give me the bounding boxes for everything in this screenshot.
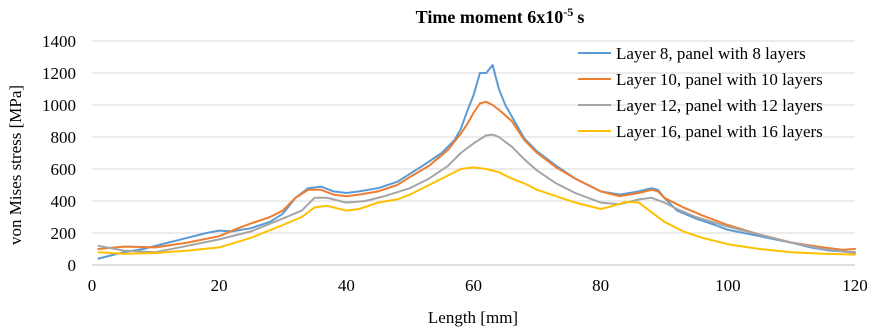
series-line-3 (97, 133, 856, 254)
series-line-2 (97, 100, 856, 251)
x-axis-title: Length [mm] (428, 308, 518, 327)
y-tick-label: 1000 (42, 96, 76, 115)
chart-title-unit: s (577, 7, 584, 27)
x-tick-label: 60 (465, 276, 482, 295)
x-tick-label: 120 (842, 276, 868, 295)
y-tick-label: 0 (68, 256, 77, 275)
y-tick-label: 200 (51, 224, 77, 243)
y-axis-title: von Mises stress [MPa] (6, 85, 25, 245)
y-tick-label: 600 (51, 160, 77, 179)
x-tick-label: 80 (592, 276, 609, 295)
y-tick-label: 800 (51, 128, 77, 147)
x-tick-label: 20 (211, 276, 228, 295)
y-tick-label: 1400 (42, 32, 76, 51)
chart-title: Time moment 6x10-5 s (416, 5, 585, 27)
x-tick-label: 100 (715, 276, 741, 295)
chart-title-exponent: -5 (563, 5, 573, 19)
series-line-4 (97, 166, 856, 256)
legend-label-2: Layer 10, panel with 10 layers (616, 70, 823, 89)
legend-label-4: Layer 16, panel with 16 layers (616, 122, 823, 141)
x-tick-labels: 0 20 40 60 80 100 120 (88, 276, 868, 295)
gridlines (92, 40, 855, 266)
x-tick-label: 40 (338, 276, 355, 295)
legend: Layer 8, panel with 8 layers Layer 10, pa… (578, 44, 823, 141)
chart-title-main: Time moment 6x10 (416, 7, 564, 27)
legend-label-3: Layer 12, panel with 12 layers (616, 96, 823, 115)
legend-label-1: Layer 8, panel with 8 layers (616, 44, 806, 63)
y-tick-label: 400 (51, 192, 77, 211)
x-tick-label: 0 (88, 276, 97, 295)
y-tick-labels: 0 200 400 600 800 1000 1200 1400 (42, 32, 76, 275)
series-line-1 (97, 64, 856, 260)
plot-area (97, 64, 856, 260)
y-tick-label: 1200 (42, 64, 76, 83)
